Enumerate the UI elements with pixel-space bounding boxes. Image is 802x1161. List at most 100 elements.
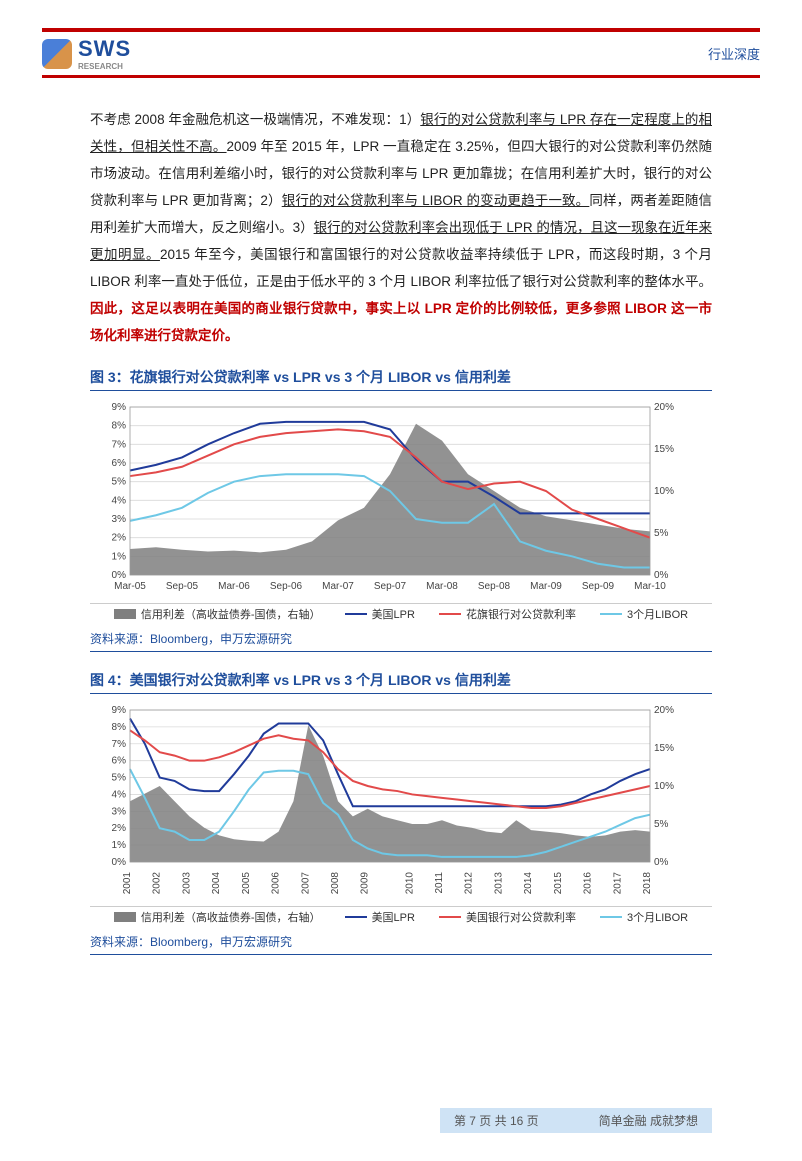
svg-text:2018: 2018 [642,872,653,895]
svg-text:Sep-05: Sep-05 [166,581,199,592]
legend-item: 信用利差（高收益债券-国债，右轴） [114,606,321,622]
svg-text:1%: 1% [112,840,127,851]
svg-text:0%: 0% [112,857,127,868]
svg-text:5%: 5% [112,773,127,784]
legend-item: 美国LPR [345,909,415,925]
svg-text:3%: 3% [112,806,127,817]
legend-swatch [345,613,367,616]
svg-text:Mar-07: Mar-07 [322,581,354,592]
svg-text:4%: 4% [112,789,127,800]
legend-item: 3个月LIBOR [600,909,688,925]
legend-label: 信用利差（高收益债券-国债，右轴） [141,909,321,925]
svg-text:6%: 6% [112,458,127,469]
fig3-title: 图 3：花旗银行对公贷款利率 vs LPR vs 3 个月 LIBOR vs 信… [90,367,712,391]
svg-text:15%: 15% [654,444,674,455]
legend-label: 花旗银行对公贷款利率 [466,606,576,622]
legend-label: 美国LPR [372,909,415,925]
legend-swatch [600,613,622,616]
svg-text:Sep-08: Sep-08 [478,581,511,592]
svg-text:2005: 2005 [241,872,252,895]
logo-icon [42,39,72,69]
legend-item: 3个月LIBOR [600,606,688,622]
legend-item: 美国银行对公贷款利率 [439,909,576,925]
legend-item: 花旗银行对公贷款利率 [439,606,576,622]
svg-text:2007: 2007 [300,872,311,895]
legend-item: 美国LPR [345,606,415,622]
legend-swatch [439,613,461,616]
text-red: 因此，这足以表明在美国的商业银行贷款中，事实上以 LPR 定价的比例较低，更多参… [90,301,712,343]
svg-text:8%: 8% [112,722,127,733]
svg-text:Mar-05: Mar-05 [114,581,146,592]
svg-text:0%: 0% [654,857,669,868]
svg-text:0%: 0% [112,570,127,581]
svg-text:7%: 7% [112,739,127,750]
logo-subtext: RESEARCH [78,62,131,71]
svg-text:4%: 4% [112,495,127,506]
svg-text:2002: 2002 [152,872,163,895]
legend-swatch [439,916,461,919]
text-seg: 不考虑 2008 年金融危机这一极端情况，不难发现：1） [90,112,420,127]
svg-text:Mar-09: Mar-09 [530,581,562,592]
logo: SWS RESEARCH [42,36,131,71]
header-category: 行业深度 [708,44,760,63]
legend-label: 3个月LIBOR [627,606,688,622]
svg-text:2016: 2016 [583,872,594,895]
footer: 第 7 页 共 16 页 简单金融 成就梦想 [0,1102,802,1139]
chart3-source: 资料来源：Bloomberg，申万宏源研究 [90,630,712,652]
header: SWS RESEARCH 行业深度 [0,32,802,71]
svg-text:2017: 2017 [612,872,623,895]
under-red-bar [42,75,760,78]
svg-text:9%: 9% [112,705,127,716]
svg-text:2015: 2015 [553,872,564,895]
svg-text:8%: 8% [112,421,127,432]
legend-item: 信用利差（高收益债券-国债，右轴） [114,909,321,925]
svg-text:7%: 7% [112,439,127,450]
svg-text:3%: 3% [112,514,127,525]
chart4-svg: 0% 1% 2% 3% 4% 5% 6% 7% 8% 9% 0% 5% 10% 15% 20% 2001 200… [90,702,690,902]
legend-swatch [345,916,367,919]
svg-text:Mar-10: Mar-10 [634,581,666,592]
svg-text:2%: 2% [112,823,127,834]
svg-text:Sep-09: Sep-09 [582,581,615,592]
svg-text:5%: 5% [112,477,127,488]
chart3-legend: 信用利差（高收益债券-国债，右轴） 美国LPR 花旗银行对公贷款利率 3个月LIBOR [90,603,712,624]
svg-text:2014: 2014 [523,872,534,895]
svg-text:2006: 2006 [271,872,282,895]
svg-text:1%: 1% [112,551,127,562]
footer-right: 简单金融 成就梦想 [599,1114,698,1128]
svg-text:2%: 2% [112,533,127,544]
svg-text:2012: 2012 [464,872,475,895]
chart3: 0%1%2%3%4%5%6%7%8%9%0%5%10%15%20%Mar-05S… [90,399,712,624]
svg-text:Mar-06: Mar-06 [218,581,250,592]
text-u: 银行的对公贷款利率与 LIBOR 的变动更趋于一致。 [282,193,590,208]
svg-text:9%: 9% [112,402,127,413]
svg-text:20%: 20% [654,705,674,716]
svg-text:Sep-06: Sep-06 [270,581,303,592]
svg-text:10%: 10% [654,781,674,792]
svg-text:2003: 2003 [181,872,192,895]
svg-text:2010: 2010 [404,872,415,895]
svg-text:2008: 2008 [330,872,341,895]
body-paragraph: 不考虑 2008 年金融危机这一极端情况，不难发现：1） 银行的对公贷款利率与 L… [90,106,712,349]
logo-text: SWS [78,36,131,62]
svg-text:2011: 2011 [434,872,445,894]
svg-text:Sep-07: Sep-07 [374,581,407,592]
svg-text:Mar-08: Mar-08 [426,581,458,592]
chart3-svg: 0%1%2%3%4%5%6%7%8%9%0%5%10%15%20%Mar-05S… [90,399,690,599]
footer-left: 第 7 页 共 16 页 [454,1114,539,1128]
svg-text:6%: 6% [112,756,127,767]
legend-swatch [114,912,136,922]
svg-text:2001: 2001 [122,872,133,895]
chart4-legend: 信用利差（高收益债券-国债，右轴） 美国LPR 美国银行对公贷款利率 3个月LIBOR [90,906,712,927]
legend-label: 3个月LIBOR [627,909,688,925]
legend-label: 信用利差（高收益债券-国债，右轴） [141,606,321,622]
svg-text:2004: 2004 [211,872,222,895]
text-seg: 2015 年至今，美国银行和富国银行的对公贷款收益率持续低于 LPR，而这段时期… [90,247,712,289]
svg-text:2013: 2013 [493,872,504,895]
svg-text:5%: 5% [654,819,669,830]
legend-swatch [114,609,136,619]
chart4-source: 资料来源：Bloomberg，申万宏源研究 [90,933,712,955]
svg-text:15%: 15% [654,743,674,754]
legend-label: 美国LPR [372,606,415,622]
svg-text:2009: 2009 [360,872,371,895]
